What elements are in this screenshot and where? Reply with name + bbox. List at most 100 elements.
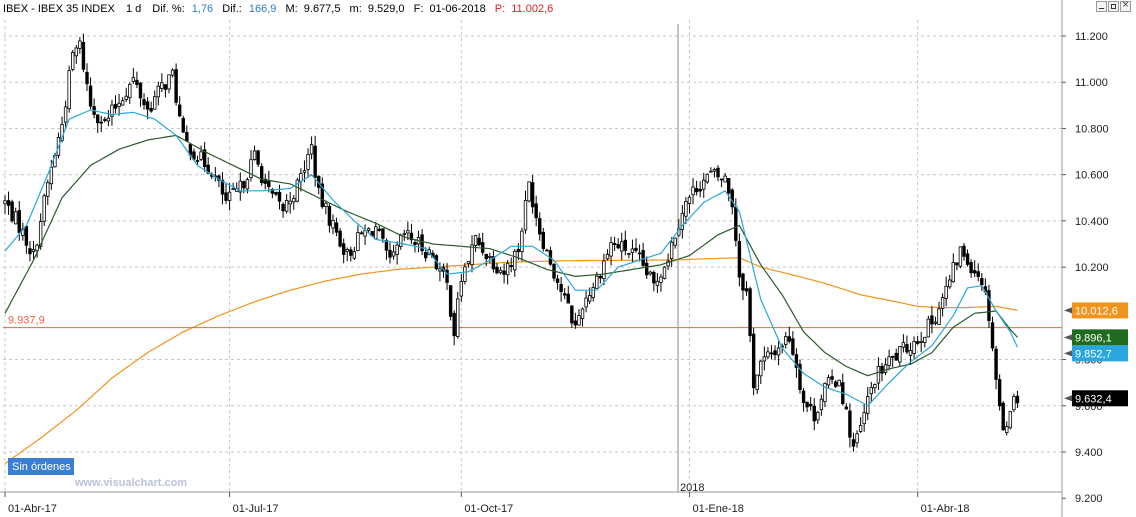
candle[interactable]: [637, 244, 642, 262]
candle[interactable]: [627, 252, 631, 259]
candle[interactable]: [598, 274, 603, 284]
candle[interactable]: [641, 242, 645, 268]
candle[interactable]: [570, 304, 574, 328]
candle[interactable]: [28, 241, 32, 262]
candle[interactable]: [170, 68, 175, 78]
candle[interactable]: [937, 301, 941, 325]
candle[interactable]: [673, 237, 677, 249]
candle[interactable]: [819, 394, 824, 416]
candle[interactable]: [309, 136, 314, 160]
candle[interactable]: [6, 191, 11, 215]
candle[interactable]: [555, 274, 560, 290]
candle[interactable]: [409, 223, 414, 245]
candle[interactable]: [538, 212, 542, 241]
candle[interactable]: [801, 387, 806, 412]
candle[interactable]: [612, 236, 617, 251]
candle[interactable]: [737, 233, 742, 287]
candle[interactable]: [206, 157, 210, 174]
candle[interactable]: [520, 227, 524, 262]
candle[interactable]: [577, 309, 581, 326]
candle[interactable]: [855, 430, 859, 448]
candle[interactable]: [1001, 400, 1005, 431]
candle[interactable]: [71, 49, 75, 72]
candle[interactable]: [259, 163, 264, 186]
candle[interactable]: [990, 316, 995, 352]
candle[interactable]: [406, 221, 410, 240]
maximize-button[interactable]: [1108, 1, 1119, 12]
candle[interactable]: [655, 272, 660, 293]
candle[interactable]: [263, 173, 267, 190]
candle[interactable]: [894, 348, 898, 361]
candle[interactable]: [131, 68, 136, 84]
candle[interactable]: [873, 383, 877, 394]
candle[interactable]: [338, 228, 342, 248]
candle[interactable]: [890, 355, 895, 368]
candle[interactable]: [844, 403, 849, 410]
candle[interactable]: [880, 362, 884, 382]
candle[interactable]: [256, 149, 260, 168]
candle[interactable]: [776, 340, 781, 366]
candle[interactable]: [787, 326, 791, 344]
candle[interactable]: [883, 357, 888, 376]
candle[interactable]: [391, 244, 396, 260]
candle[interactable]: [327, 202, 332, 233]
candle[interactable]: [470, 235, 474, 273]
candle[interactable]: [124, 87, 128, 103]
candle[interactable]: [545, 248, 549, 252]
candle[interactable]: [723, 172, 727, 183]
candle[interactable]: [153, 90, 157, 110]
candle[interactable]: [192, 148, 196, 161]
candle[interactable]: [420, 229, 424, 256]
candle[interactable]: [463, 262, 467, 285]
candle[interactable]: [862, 404, 866, 432]
candle[interactable]: [719, 178, 724, 188]
candle[interactable]: [923, 336, 927, 348]
candle[interactable]: [698, 181, 702, 198]
candle[interactable]: [402, 229, 406, 241]
candle[interactable]: [972, 260, 977, 278]
candle[interactable]: [167, 74, 171, 94]
candle[interactable]: [288, 192, 292, 214]
candle[interactable]: [712, 167, 717, 178]
candle[interactable]: [284, 194, 289, 214]
candle[interactable]: [135, 71, 139, 88]
candle[interactable]: [10, 199, 14, 223]
candle[interactable]: [630, 239, 635, 263]
candle[interactable]: [830, 369, 834, 384]
candle[interactable]: [741, 272, 745, 301]
sin-ordenes-button[interactable]: Sin órdenes: [12, 461, 71, 473]
candle[interactable]: [292, 195, 296, 210]
candle[interactable]: [345, 247, 349, 262]
candle[interactable]: [349, 246, 353, 262]
candle[interactable]: [962, 242, 966, 261]
candle[interactable]: [805, 401, 809, 413]
candle[interactable]: [110, 99, 114, 126]
candle[interactable]: [220, 172, 225, 205]
candle[interactable]: [174, 63, 178, 106]
candle[interactable]: [591, 282, 595, 302]
candle[interactable]: [473, 234, 478, 252]
candle[interactable]: [46, 179, 50, 206]
candle[interactable]: [687, 194, 692, 214]
candle[interactable]: [887, 349, 891, 371]
candle[interactable]: [976, 263, 980, 282]
candle[interactable]: [238, 172, 242, 201]
candle[interactable]: [142, 93, 146, 110]
candle[interactable]: [940, 293, 945, 317]
candle[interactable]: [484, 253, 488, 267]
candle[interactable]: [452, 310, 456, 346]
candle[interactable]: [751, 328, 756, 396]
candle[interactable]: [384, 238, 389, 260]
candle[interactable]: [694, 180, 699, 196]
candle[interactable]: [477, 233, 481, 247]
candle[interactable]: [580, 307, 585, 327]
candle[interactable]: [951, 253, 955, 283]
candle[interactable]: [926, 315, 931, 338]
candle[interactable]: [616, 238, 620, 250]
candle[interactable]: [744, 281, 749, 296]
candle[interactable]: [177, 96, 182, 118]
candle[interactable]: [919, 331, 923, 353]
candle[interactable]: [620, 232, 624, 260]
candle[interactable]: [113, 95, 118, 114]
candle[interactable]: [794, 348, 799, 378]
